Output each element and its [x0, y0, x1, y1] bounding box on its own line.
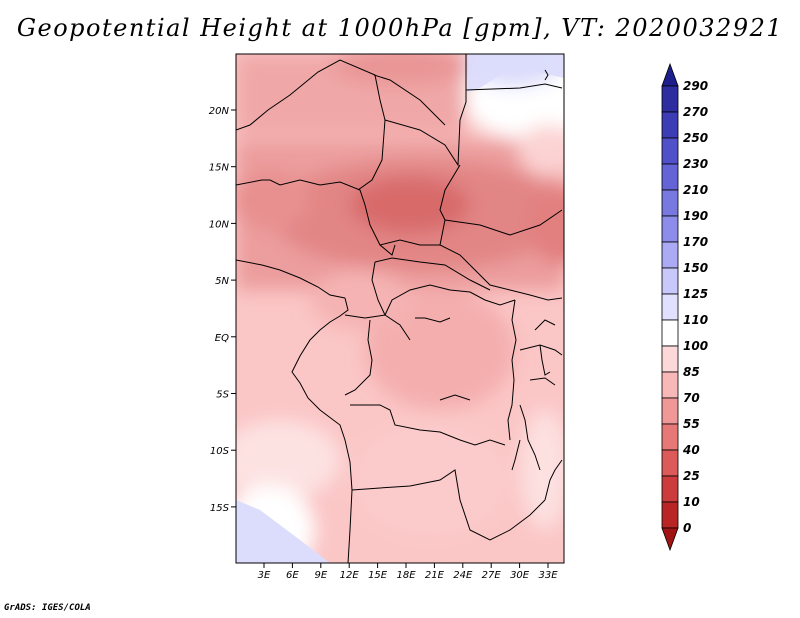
colorbar-swatch — [661, 163, 679, 191]
colorbar-label: 0 — [683, 521, 691, 535]
colorbar-swatch — [661, 501, 679, 529]
lon-label: 18E — [396, 570, 416, 581]
lat-label: 15N — [209, 163, 230, 174]
lat-label: 15S — [210, 503, 230, 514]
longitude-axis: 3E 6E 9E 12E 15E 18E 21E 24E 27E 30E 33E — [258, 563, 558, 581]
colorbar-swatch — [661, 137, 679, 165]
colorbar-label: 70 — [683, 391, 700, 405]
colorbar-label: 110 — [683, 313, 708, 327]
colorbar-label: 25 — [683, 469, 700, 483]
lon-label: 3E — [258, 570, 271, 581]
colorbar-label: 230 — [683, 157, 708, 171]
colorbar-label: 10 — [683, 495, 700, 509]
lon-label: 21E — [425, 570, 445, 581]
lon-label: 27E — [482, 570, 502, 581]
colorbar-swatch — [661, 475, 679, 503]
lat-label: 5N — [215, 276, 229, 287]
lon-label: 9E — [314, 570, 327, 581]
colorbar-label: 125 — [683, 287, 708, 301]
lat-label: 5S — [216, 390, 229, 401]
lon-label: 30E — [510, 570, 530, 581]
height-field — [236, 54, 564, 563]
colorbar-label: 55 — [683, 417, 700, 431]
lat-label: 20N — [209, 106, 230, 117]
lon-label: 24E — [453, 570, 473, 581]
lon-label: 6E — [286, 570, 299, 581]
colorbar-top-arrow — [661, 62, 679, 87]
credit-text: GrADS: IGES/COLA — [4, 603, 91, 613]
colorbar-swatch — [661, 267, 679, 295]
colorbar-swatch — [661, 397, 679, 425]
colorbar-swatch — [661, 449, 679, 477]
colorbar-label: 85 — [683, 365, 700, 379]
colorbar-swatch — [661, 215, 679, 243]
colorbar-swatch — [661, 241, 679, 269]
colorbar-swatch — [661, 371, 679, 399]
colorbar-swatch — [661, 189, 679, 217]
country-borders — [236, 54, 563, 563]
colorbar-label: 40 — [682, 443, 700, 457]
colorbar-label: 210 — [683, 183, 708, 197]
colorbar-swatch — [661, 85, 679, 113]
lat-label: 10S — [210, 446, 230, 457]
colorbar-swatch — [661, 293, 679, 321]
colorbar-label: 150 — [683, 261, 708, 275]
lon-label: 12E — [340, 570, 360, 581]
colorbar-swatch — [661, 111, 679, 139]
colorbar-swatch — [661, 423, 679, 451]
colorbar: 2902702502302101901701501251101008570554… — [661, 62, 708, 552]
lat-label: 10N — [209, 219, 230, 230]
latitude-axis: 20N 15N 10N 5N EQ 5S 10S 15S — [209, 106, 236, 514]
colorbar-label: 290 — [683, 79, 708, 93]
map-frame — [235, 53, 565, 564]
lon-label: 33E — [538, 570, 558, 581]
colorbar-bottom-arrow — [661, 527, 679, 552]
colorbar-label: 250 — [683, 131, 708, 145]
colorbar-label: 190 — [683, 209, 708, 223]
colorbar-swatch — [661, 345, 679, 373]
lat-label: EQ — [215, 333, 229, 344]
colorbar-label: 170 — [683, 235, 708, 249]
colorbar-swatch — [661, 319, 679, 347]
lon-label: 15E — [368, 570, 388, 581]
chart-title: Geopotential Height at 1000hPa [gpm], VT… — [16, 14, 784, 42]
colorbar-label: 100 — [683, 339, 708, 353]
colorbar-label: 270 — [683, 105, 708, 119]
